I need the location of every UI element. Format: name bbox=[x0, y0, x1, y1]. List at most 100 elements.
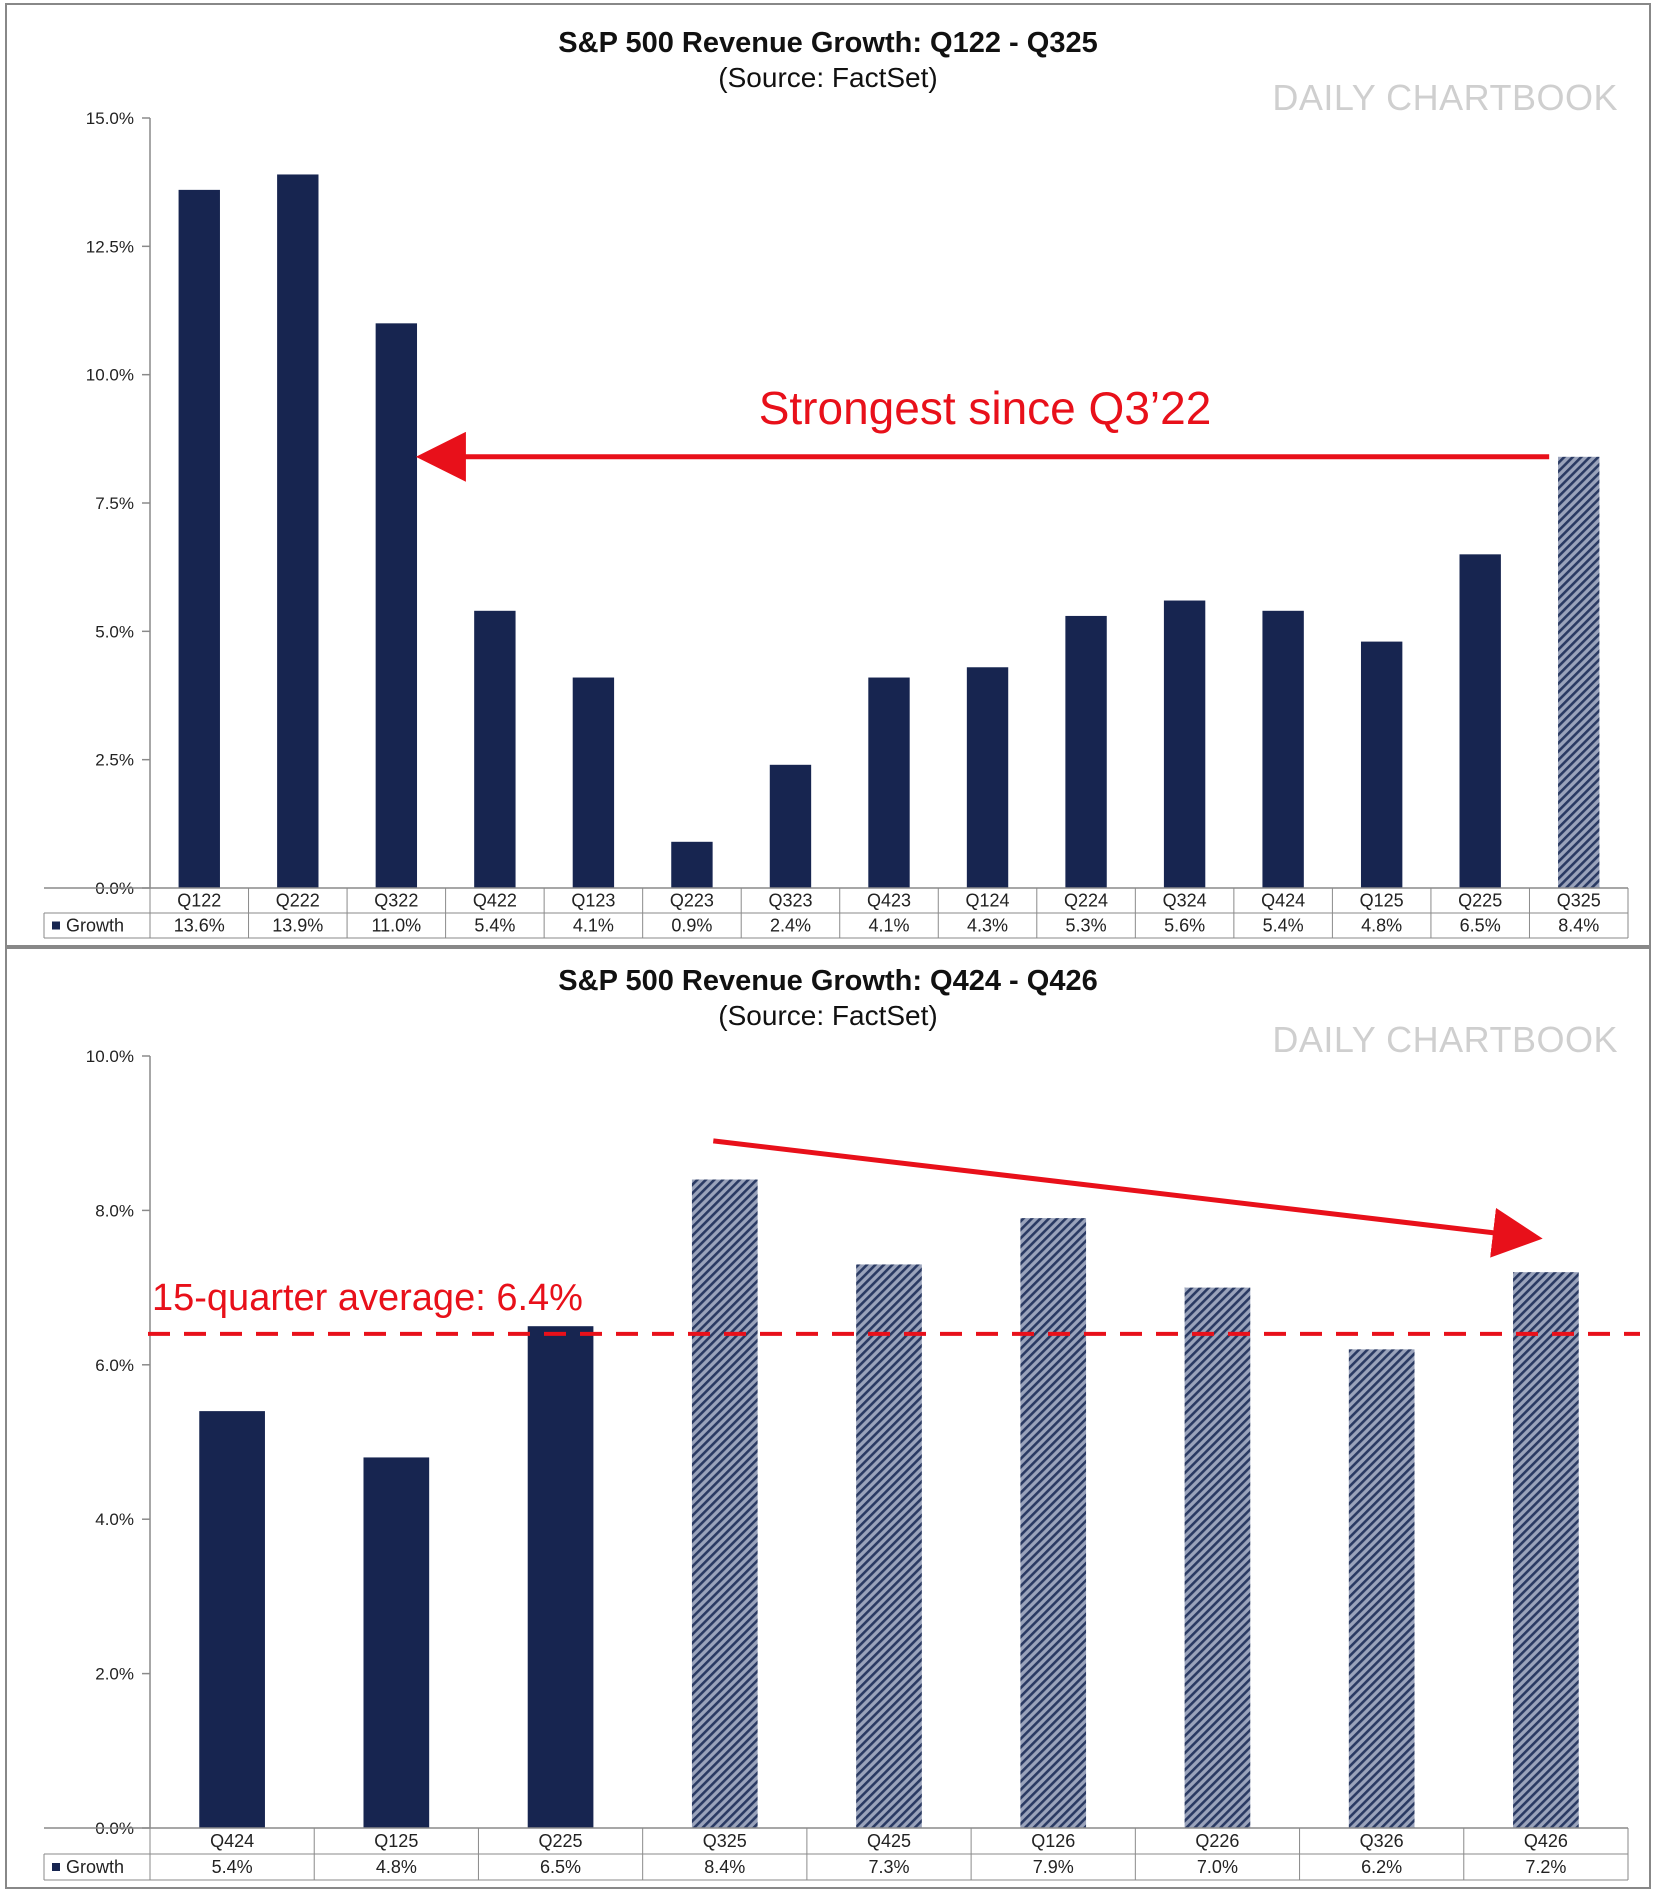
bar-q125 bbox=[363, 1457, 430, 1828]
bar-q124 bbox=[966, 667, 1009, 888]
bar-q223 bbox=[671, 841, 713, 888]
value-label: 0.9% bbox=[671, 916, 712, 936]
value-label: 7.0% bbox=[1197, 1857, 1238, 1877]
y-tick-label: 12.5% bbox=[86, 237, 134, 256]
bar-q325 bbox=[1558, 456, 1600, 888]
category-label: Q323 bbox=[768, 891, 812, 911]
category-label: Q326 bbox=[1360, 1831, 1404, 1851]
bar-q125 bbox=[1360, 641, 1403, 888]
y-tick-label: 10.0% bbox=[86, 1047, 134, 1066]
bar-q324 bbox=[1163, 600, 1206, 888]
value-label: 4.3% bbox=[967, 916, 1008, 936]
bar-q225 bbox=[527, 1326, 594, 1828]
chart-2-watermark: DAILY CHARTBOOK bbox=[1272, 1019, 1618, 1060]
legend-swatch bbox=[52, 921, 60, 930]
value-label: 7.2% bbox=[1525, 1857, 1566, 1877]
value-label: 4.1% bbox=[573, 916, 614, 936]
chart-panel-2: S&P 500 Revenue Growth: Q424 - Q426 (Sou… bbox=[5, 947, 1651, 1889]
y-tick-label: 7.5% bbox=[95, 494, 134, 513]
bar-q225 bbox=[1459, 554, 1501, 888]
value-label: 6.5% bbox=[1460, 916, 1501, 936]
value-label: 5.4% bbox=[212, 1857, 253, 1877]
bar-q224 bbox=[1065, 615, 1107, 888]
average-line-label: 15-quarter average: 6.4% bbox=[152, 1277, 583, 1319]
value-label: 2.4% bbox=[770, 916, 811, 936]
chart-1-data-table: Growth Q122 13.6% Q222 13.9% Q322 11.0% Q422 5.4… bbox=[43, 887, 1629, 939]
y-tick-label: 5.0% bbox=[95, 622, 134, 641]
value-label: 8.4% bbox=[1558, 916, 1599, 936]
value-label: 8.4% bbox=[704, 1857, 745, 1877]
strongest-since-annotation: Strongest since Q3’22 bbox=[759, 382, 1212, 434]
value-label: 7.3% bbox=[868, 1857, 909, 1877]
y-tick-label: 6.0% bbox=[95, 1356, 134, 1375]
y-tick-label: 10.0% bbox=[86, 366, 134, 385]
chart-2-subtitle: (Source: FactSet) bbox=[718, 1000, 937, 1031]
chart-2-bars bbox=[199, 1179, 1579, 1828]
value-label: 5.4% bbox=[1263, 916, 1304, 936]
category-label: Q125 bbox=[1360, 891, 1404, 911]
category-label: Q322 bbox=[374, 891, 418, 911]
y-tick-label: 8.0% bbox=[95, 1201, 134, 1220]
category-label: Q126 bbox=[1031, 1831, 1075, 1851]
bar-q226 bbox=[1184, 1287, 1251, 1828]
y-tick-label: 2.5% bbox=[95, 751, 134, 770]
bar-q222 bbox=[277, 174, 319, 888]
category-label: Q125 bbox=[374, 1831, 418, 1851]
value-label: 4.1% bbox=[868, 916, 909, 936]
chart-1-axis: 0.0%2.5%5.0%7.5%10.0%12.5%15.0% bbox=[86, 109, 151, 898]
category-label: Q324 bbox=[1163, 891, 1207, 911]
bar-q426 bbox=[1513, 1272, 1579, 1828]
bar-q123 bbox=[572, 677, 615, 888]
value-label: 4.8% bbox=[376, 1857, 417, 1877]
chart-1-annotation: Strongest since Q3’22 bbox=[415, 382, 1550, 482]
panel-1-border bbox=[5, 3, 1651, 947]
y-tick-label: 15.0% bbox=[86, 109, 134, 128]
category-label: Q325 bbox=[1557, 891, 1601, 911]
chart-1-watermark: DAILY CHARTBOOK bbox=[1272, 77, 1618, 118]
category-label: Q222 bbox=[276, 891, 320, 911]
value-label: 6.5% bbox=[540, 1857, 581, 1877]
y-tick-label: 2.0% bbox=[95, 1665, 134, 1684]
chart-2-data-table: Growth Q424 5.4% Q125 4.8% Q225 6.5% Q325 8.4% Q4… bbox=[43, 1827, 1629, 1881]
legend-label: Growth bbox=[66, 1857, 124, 1877]
bar-q424 bbox=[199, 1411, 265, 1828]
chart-panel-1: S&P 500 Revenue Growth: Q122 - Q325 (Sou… bbox=[5, 3, 1651, 947]
category-label: Q426 bbox=[1524, 1831, 1568, 1851]
legend-label: Growth bbox=[66, 916, 124, 936]
bar-q326 bbox=[1348, 1349, 1415, 1828]
category-label: Q424 bbox=[210, 1831, 254, 1851]
value-label: 7.9% bbox=[1033, 1857, 1074, 1877]
value-label: 5.3% bbox=[1066, 916, 1107, 936]
bar-q425 bbox=[856, 1264, 922, 1828]
bar-q423 bbox=[868, 677, 910, 888]
chart-1-subtitle: (Source: FactSet) bbox=[718, 62, 937, 93]
category-label: Q325 bbox=[703, 1831, 747, 1851]
category-label: Q224 bbox=[1064, 891, 1108, 911]
bar-q322 bbox=[375, 323, 418, 888]
chart-2-title: S&P 500 Revenue Growth: Q424 - Q426 bbox=[558, 965, 1097, 997]
legend-swatch bbox=[52, 1863, 60, 1871]
category-label: Q424 bbox=[1261, 891, 1305, 911]
category-label: Q124 bbox=[966, 891, 1010, 911]
value-label: 13.9% bbox=[272, 916, 323, 936]
y-tick-label: 4.0% bbox=[95, 1510, 134, 1529]
value-label: 6.2% bbox=[1361, 1857, 1402, 1877]
bar-q424 bbox=[1262, 610, 1304, 888]
category-label: Q122 bbox=[177, 891, 221, 911]
chart-1-title: S&P 500 Revenue Growth: Q122 - Q325 bbox=[558, 27, 1097, 59]
category-label: Q423 bbox=[867, 891, 911, 911]
trend-arrow bbox=[712, 1138, 1543, 1258]
bar-q323 bbox=[769, 764, 812, 888]
bar-q422 bbox=[474, 610, 516, 888]
chart-1-bars bbox=[178, 174, 1600, 888]
category-label: Q123 bbox=[571, 891, 615, 911]
value-label: 11.0% bbox=[371, 916, 421, 936]
value-label: 4.8% bbox=[1361, 916, 1402, 936]
chart-2-annotation: 15-quarter average: 6.4% bbox=[148, 1138, 1640, 1336]
value-label: 5.6% bbox=[1164, 916, 1205, 936]
category-label: Q425 bbox=[867, 1831, 911, 1851]
bar-q325 bbox=[691, 1179, 758, 1828]
category-label: Q226 bbox=[1195, 1831, 1239, 1851]
